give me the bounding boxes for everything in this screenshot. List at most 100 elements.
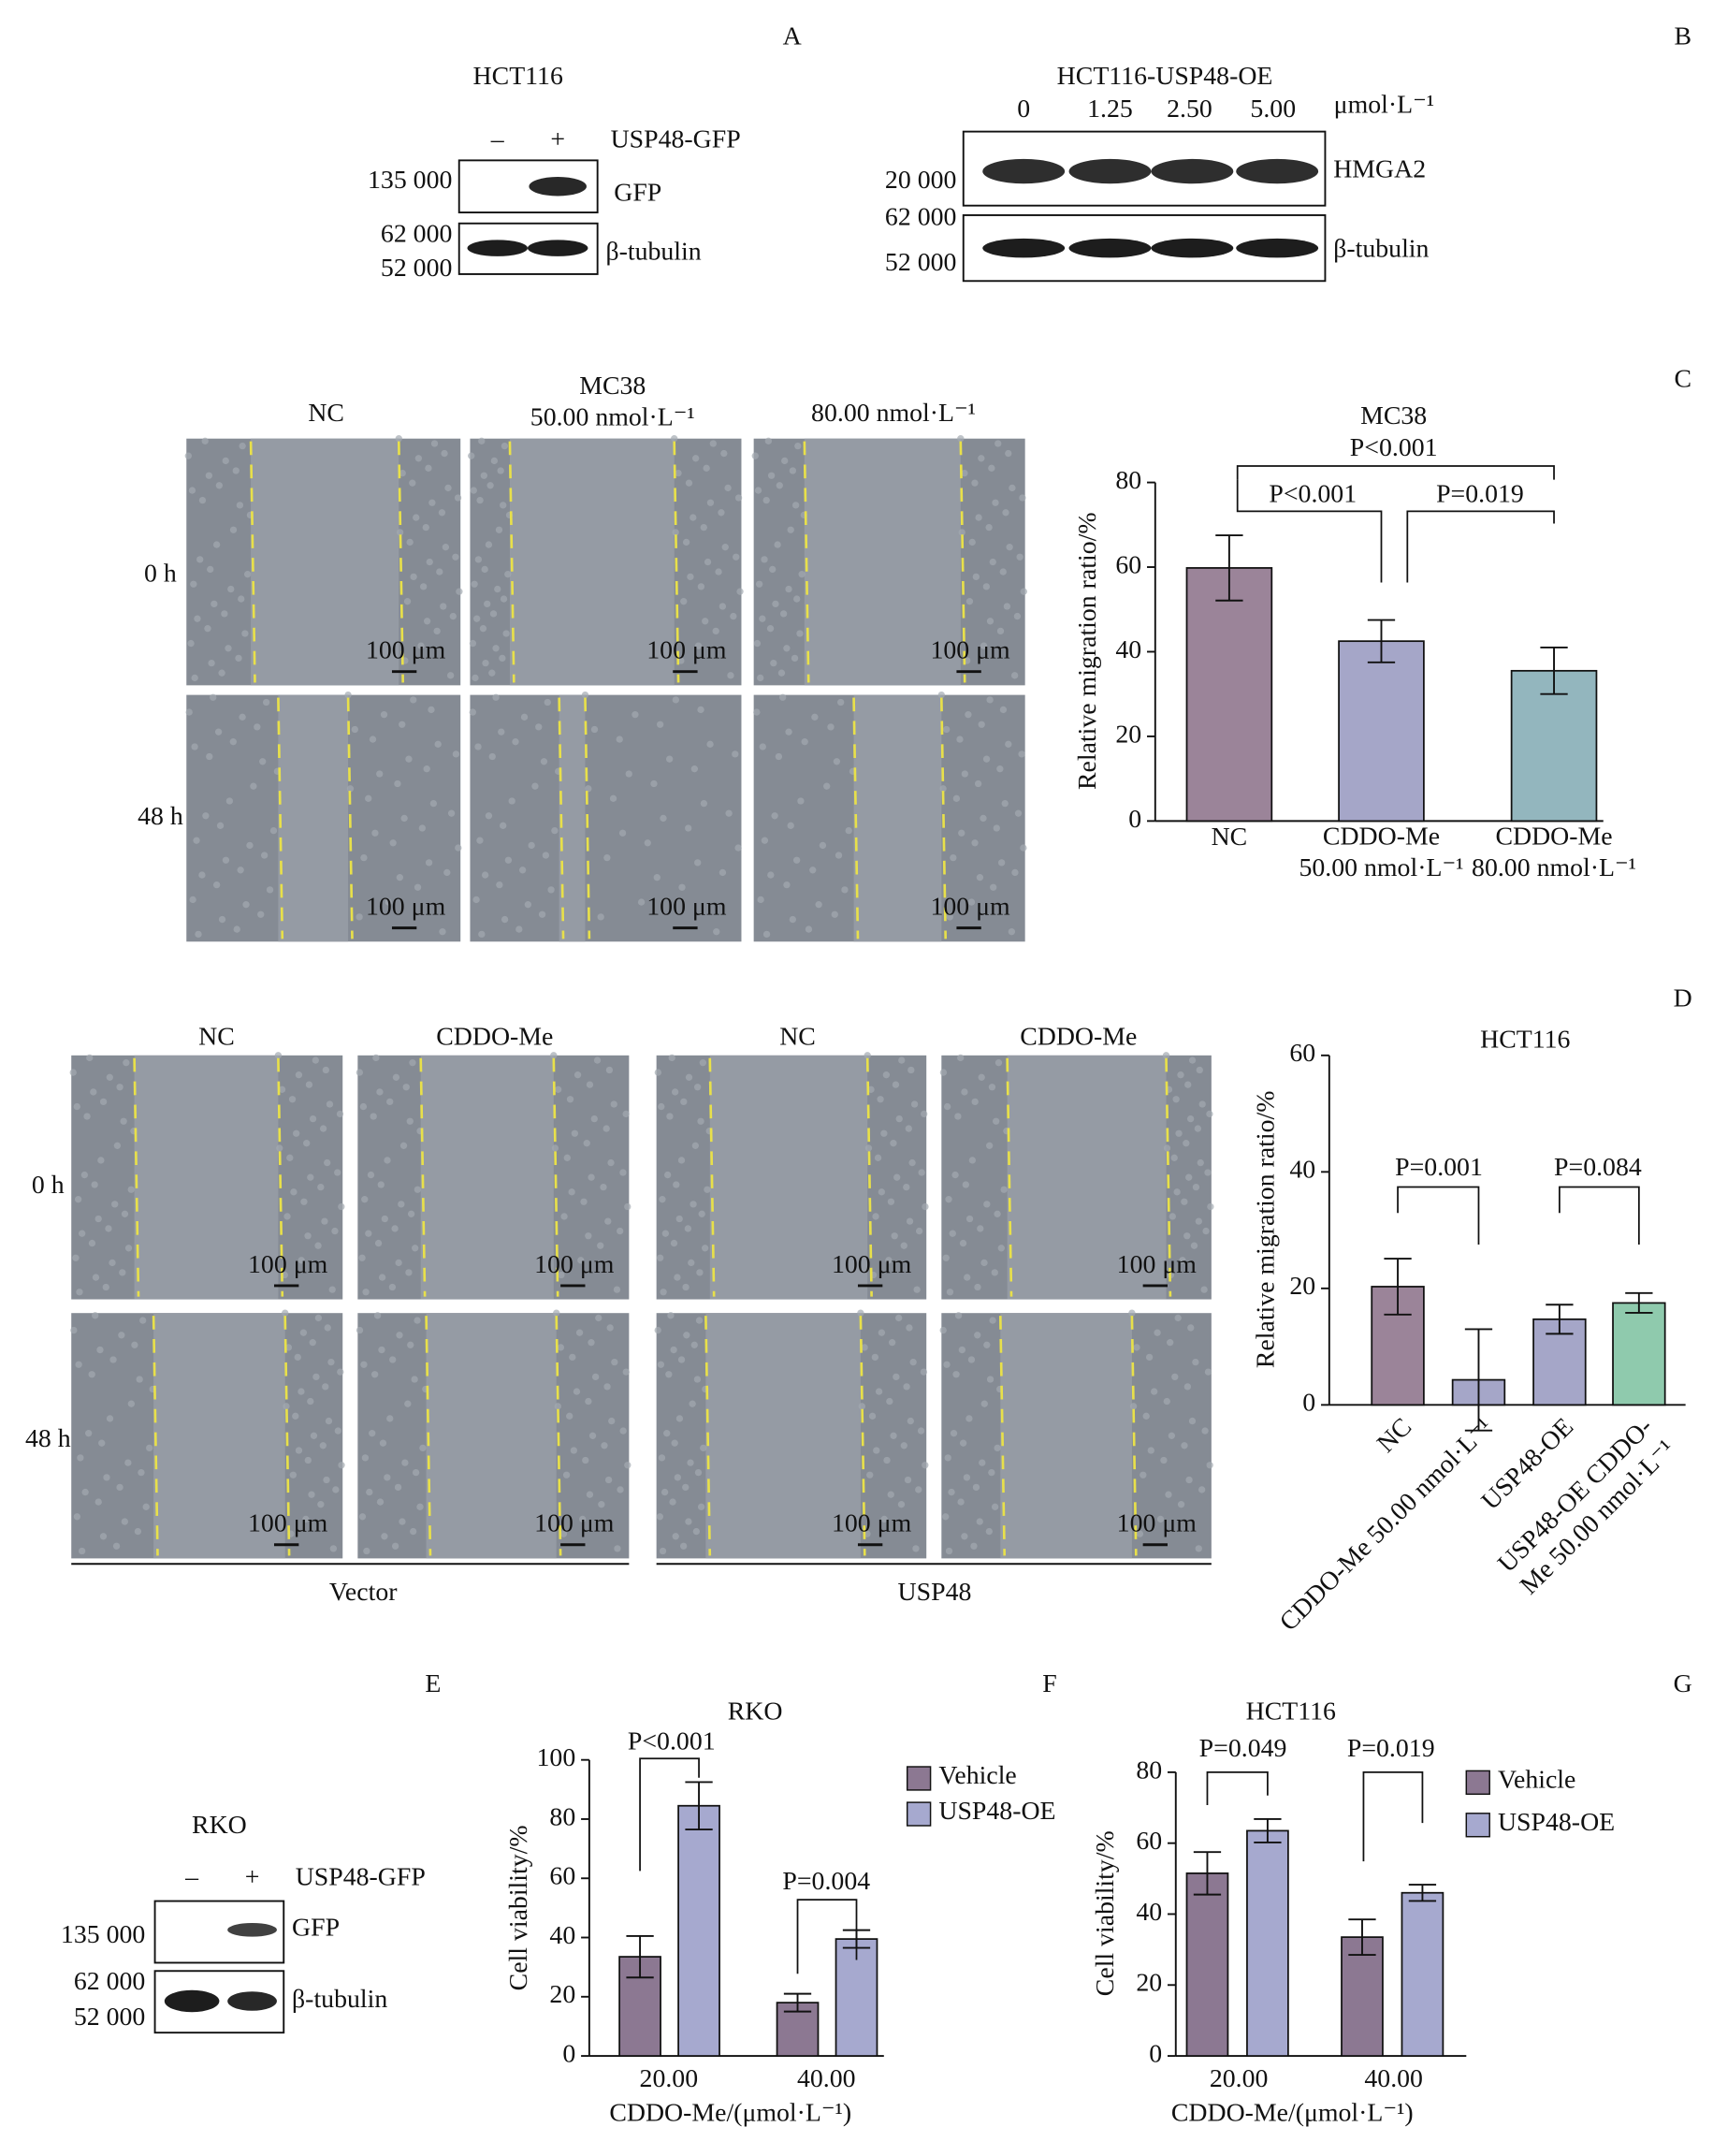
cell-texture bbox=[305, 1081, 313, 1088]
cell-texture bbox=[384, 1474, 391, 1481]
cell-texture bbox=[680, 598, 688, 605]
cell-texture bbox=[80, 1171, 89, 1179]
blot-label: 20 000 bbox=[885, 166, 956, 195]
cell-texture bbox=[569, 1353, 576, 1362]
cell-texture bbox=[392, 1073, 400, 1081]
cell-texture bbox=[606, 1324, 614, 1332]
legend-label: USP48-OE bbox=[1498, 1808, 1615, 1837]
cell-texture bbox=[602, 1125, 610, 1132]
blot-label: 52 000 bbox=[885, 248, 956, 277]
cell-texture bbox=[295, 1071, 303, 1079]
cell-texture bbox=[976, 1518, 983, 1525]
cell-texture bbox=[391, 1225, 399, 1232]
cell-texture bbox=[917, 1427, 925, 1435]
blot-label: HMGA2 bbox=[1333, 154, 1426, 183]
cell-texture bbox=[404, 1400, 412, 1407]
cell-texture bbox=[394, 779, 401, 788]
bar bbox=[1401, 1891, 1444, 2057]
cell-texture bbox=[293, 1129, 300, 1137]
cell-texture bbox=[1204, 1368, 1212, 1376]
cell-texture bbox=[619, 1169, 627, 1176]
cell-texture bbox=[684, 1225, 692, 1232]
wound-edge bbox=[584, 697, 591, 940]
cell-texture bbox=[618, 829, 627, 837]
cell-texture bbox=[188, 487, 196, 494]
cell-texture bbox=[558, 1271, 565, 1279]
cell-texture bbox=[1198, 1100, 1206, 1108]
wound-gap bbox=[420, 1055, 554, 1300]
cell-texture bbox=[239, 713, 246, 721]
blot-label: β-tubulin bbox=[605, 237, 701, 266]
cell-texture bbox=[456, 588, 463, 595]
cell-texture bbox=[637, 898, 646, 906]
y-axis-label: Relative migration ratio/% bbox=[1073, 512, 1102, 790]
cell-texture bbox=[512, 738, 519, 746]
cell-texture bbox=[1192, 1183, 1200, 1191]
cell-texture bbox=[401, 1459, 409, 1466]
wound-gap bbox=[853, 694, 942, 942]
cell-texture bbox=[1185, 1173, 1193, 1181]
y-tick-label: 40 bbox=[1289, 1156, 1315, 1185]
cell-texture bbox=[769, 565, 777, 574]
cell-texture bbox=[999, 568, 1007, 575]
bar bbox=[1246, 1829, 1289, 2057]
cell-texture bbox=[959, 1439, 967, 1447]
cell-texture bbox=[535, 723, 543, 731]
cell-texture bbox=[939, 1326, 947, 1334]
x-tick-label: 40.00 bbox=[797, 2064, 856, 2093]
group-label: Vector bbox=[329, 1578, 398, 1607]
cell-texture bbox=[774, 541, 781, 548]
p-value: P=0.084 bbox=[1554, 1153, 1642, 1182]
cell-texture bbox=[360, 853, 368, 862]
cell-texture bbox=[309, 1114, 317, 1123]
cell-texture bbox=[658, 1102, 665, 1111]
cell-texture bbox=[986, 696, 994, 704]
cell-texture bbox=[454, 494, 462, 502]
cell-texture bbox=[215, 482, 224, 489]
cell-texture bbox=[370, 1113, 377, 1120]
cell-texture bbox=[811, 713, 819, 721]
cell-texture bbox=[239, 442, 246, 450]
column-header: CDDO-Me bbox=[436, 1023, 553, 1052]
cell-texture bbox=[501, 442, 509, 450]
cell-texture bbox=[105, 1225, 112, 1232]
wound-edge bbox=[152, 1316, 159, 1556]
cell-texture bbox=[470, 487, 477, 494]
error-bar bbox=[1408, 1884, 1437, 1902]
cell-texture bbox=[704, 558, 712, 566]
wound-gap bbox=[705, 1313, 861, 1559]
cell-texture bbox=[762, 496, 770, 504]
cell-texture bbox=[119, 1269, 126, 1276]
cell-texture bbox=[922, 1462, 929, 1469]
cell-texture bbox=[193, 837, 200, 844]
cell-texture bbox=[363, 1547, 370, 1555]
significance-bracket bbox=[1362, 1771, 1424, 1862]
cell-texture bbox=[396, 529, 404, 536]
cell-texture bbox=[440, 603, 447, 610]
cell-texture bbox=[469, 639, 477, 648]
wound-gap bbox=[251, 438, 399, 686]
cell-texture bbox=[991, 1269, 998, 1276]
wound-gap bbox=[278, 694, 349, 942]
cell-texture bbox=[139, 1317, 147, 1324]
wound-gap bbox=[509, 438, 675, 686]
cell-texture bbox=[706, 499, 715, 506]
cell-texture bbox=[672, 696, 679, 704]
cell-texture bbox=[687, 1459, 694, 1466]
cell-texture bbox=[473, 615, 481, 622]
cell-texture bbox=[1197, 1158, 1204, 1167]
significance-bracket bbox=[796, 1899, 858, 1974]
cell-texture bbox=[476, 496, 484, 504]
cell-texture bbox=[604, 1476, 613, 1484]
y-tick-label: 0 bbox=[1128, 805, 1141, 834]
cell-texture bbox=[406, 538, 414, 546]
cell-texture bbox=[331, 1227, 339, 1235]
cell-texture bbox=[858, 1403, 865, 1410]
cell-texture bbox=[551, 1144, 559, 1152]
blot-band bbox=[1236, 238, 1319, 258]
cell-texture bbox=[1162, 1052, 1170, 1059]
cell-texture bbox=[346, 785, 355, 793]
cell-texture bbox=[1184, 1081, 1192, 1088]
cell-texture bbox=[671, 435, 678, 443]
significance-bracket bbox=[1206, 1771, 1269, 1806]
